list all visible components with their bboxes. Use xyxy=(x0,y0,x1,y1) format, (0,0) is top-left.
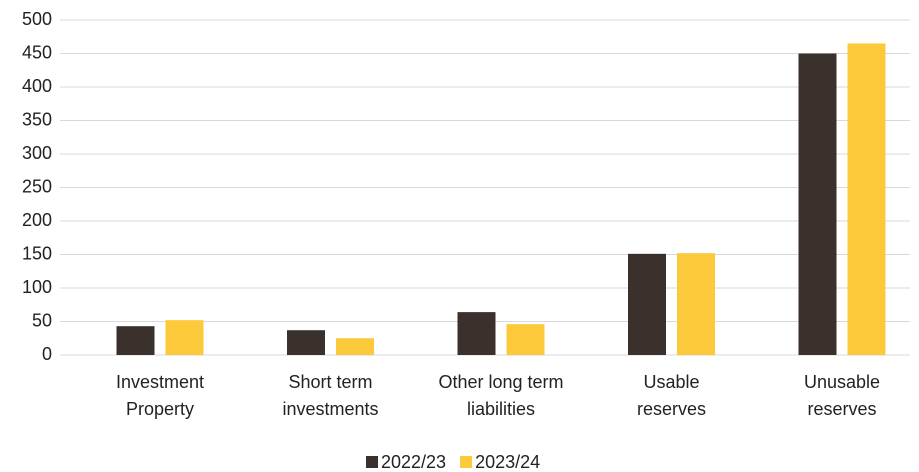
x-tick-label: Short term investments xyxy=(282,372,378,419)
y-tick-label: 500 xyxy=(22,9,52,29)
bar xyxy=(847,43,886,355)
y-tick-label: 100 xyxy=(22,277,52,297)
bar xyxy=(628,253,666,355)
bar xyxy=(798,53,837,355)
bar xyxy=(506,324,545,355)
legend-swatch xyxy=(460,456,473,468)
x-tick-label: Investment Property xyxy=(116,372,204,419)
bar xyxy=(677,253,715,355)
y-tick-label: 300 xyxy=(22,143,52,163)
legend-label: 2022/23 xyxy=(381,452,446,472)
y-tick-label: 150 xyxy=(22,243,52,263)
y-tick-label: 450 xyxy=(22,42,52,62)
bar xyxy=(336,338,374,355)
x-tick-label: Unusable reserves xyxy=(804,372,880,419)
legend-label: 2023/24 xyxy=(475,452,540,472)
bar xyxy=(457,312,496,355)
legend-swatch xyxy=(366,456,378,468)
y-tick-label: 350 xyxy=(22,109,52,129)
bar xyxy=(165,320,204,355)
y-tick-label: 0 xyxy=(42,344,52,364)
y-tick-label: 400 xyxy=(22,76,52,96)
bar xyxy=(116,326,155,355)
y-tick-label: 50 xyxy=(32,310,52,330)
x-tick-label: Usable reserves xyxy=(637,372,706,419)
y-tick-label: 250 xyxy=(22,176,52,196)
x-tick-label: Other long term liabilities xyxy=(438,372,563,419)
y-tick-label: 200 xyxy=(22,210,52,230)
bar xyxy=(287,330,325,355)
